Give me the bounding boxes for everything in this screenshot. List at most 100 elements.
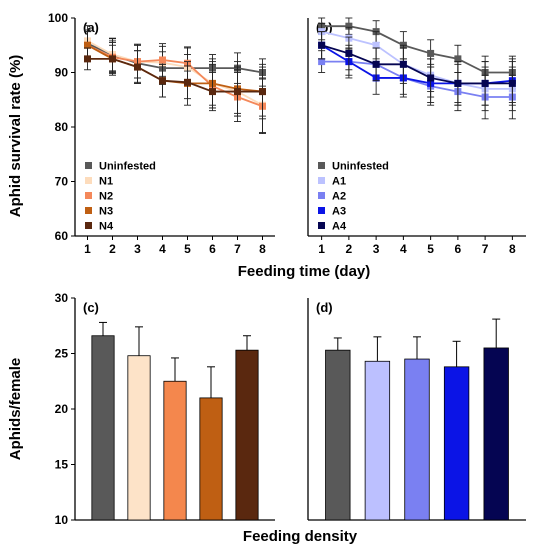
panel-d-bar-a4 bbox=[483, 347, 509, 521]
panel-c-bar-n4 bbox=[235, 349, 259, 521]
panel-b-data-point bbox=[481, 79, 489, 87]
panel-b-data-point bbox=[345, 49, 353, 57]
panel-c-panel-label: (c) bbox=[83, 300, 99, 315]
panel-a-panel-label: (a) bbox=[83, 20, 99, 35]
panel-a-legend-label: N2 bbox=[99, 191, 113, 203]
bottom-y-axis-label: Aphids/female bbox=[7, 358, 24, 461]
panel-a-x-tick-label: 5 bbox=[184, 242, 191, 256]
panel-c-bar-uninfested bbox=[91, 335, 115, 521]
panel-b-x-tick-label: 1 bbox=[318, 242, 325, 256]
panel-a-legend-label: N4 bbox=[99, 221, 114, 233]
panel-d-bar-a3 bbox=[443, 366, 470, 521]
panel-b-legend-label: Uninfested bbox=[332, 161, 389, 173]
panel-a-data-point bbox=[84, 41, 91, 49]
panel-b-data-point bbox=[427, 74, 435, 82]
panel-a-legend-label: N1 bbox=[99, 176, 113, 188]
panel-a-x-tick-label: 3 bbox=[134, 242, 141, 256]
panel-c-bar-n1 bbox=[127, 355, 151, 521]
panel-a-data-point bbox=[209, 88, 216, 96]
panel-d-bar-a1 bbox=[364, 360, 391, 521]
panel-b-x-tick-label: 4 bbox=[400, 242, 407, 256]
panel-b-x-tick-label: 3 bbox=[373, 242, 380, 256]
panel-a-legend-marker bbox=[85, 222, 92, 229]
top-x-axis-label: Feeding time (day) bbox=[238, 263, 371, 280]
panel-b-data-point bbox=[345, 22, 353, 30]
panel-d-panel-label: (d) bbox=[316, 300, 333, 315]
panel-b-series-line bbox=[321, 60, 513, 98]
panel-a-data-point bbox=[134, 63, 141, 71]
panel-b-legend-label: A4 bbox=[332, 221, 347, 233]
panel-b-legend-marker bbox=[318, 192, 325, 199]
panel-a-legend-marker bbox=[85, 192, 92, 199]
panel-b-series-line bbox=[321, 25, 513, 74]
panel-a-data-point bbox=[109, 55, 116, 63]
panel-a-line-chart: 60 70 80 90 100 (a) 1 2 3 4 5 6 7 8 Uninfested N1 N2 N3 N4 bbox=[48, 11, 275, 256]
panel-a-data-point bbox=[84, 55, 91, 63]
panel-a-legend-label: N3 bbox=[99, 206, 113, 218]
panel-a-y-tick-label: 100 bbox=[48, 11, 68, 25]
panel-a-series-n3 bbox=[84, 31, 266, 120]
panel-a-legend-marker bbox=[85, 177, 92, 184]
panel-c-y-tick-label: 30 bbox=[55, 291, 69, 305]
panel-b-data-point bbox=[399, 60, 407, 68]
panel-b-data-point bbox=[372, 60, 380, 68]
panel-d-bar-a2 bbox=[404, 358, 430, 521]
panel-b-x-tick-label: 8 bbox=[509, 242, 516, 256]
panel-a-legend-marker bbox=[85, 162, 92, 169]
panel-a-series-line bbox=[87, 57, 263, 93]
panel-c-bar-n3 bbox=[199, 397, 223, 521]
panel-a-legend-marker bbox=[85, 207, 92, 214]
panel-b-data-point bbox=[454, 79, 462, 87]
panel-a-data-point bbox=[159, 56, 166, 64]
panel-a-y-tick-label: 90 bbox=[55, 66, 69, 80]
panel-b-series-line bbox=[321, 44, 513, 85]
panel-b-data-point bbox=[454, 55, 462, 63]
panel-a-series-n4 bbox=[84, 44, 266, 117]
panel-a-legend-label: Uninfested bbox=[99, 161, 156, 173]
panel-a-data-point bbox=[184, 78, 191, 86]
panel-b-x-tick-label: 7 bbox=[482, 242, 489, 256]
panel-b-legend-label: A2 bbox=[332, 191, 346, 203]
panel-c-y-tick-label: 10 bbox=[55, 513, 69, 527]
panel-a-x-tick-label: 4 bbox=[159, 242, 166, 256]
panel-b-x-tick-label: 5 bbox=[427, 242, 434, 256]
panel-b-x-tick-label: 6 bbox=[455, 242, 462, 256]
panel-b-data-point bbox=[318, 41, 326, 49]
panel-b-data-point bbox=[318, 58, 326, 66]
panel-b-data-point bbox=[372, 41, 380, 49]
panel-c-bar-n2 bbox=[163, 380, 187, 521]
panel-a-data-point bbox=[259, 88, 266, 96]
panel-b-legend-marker bbox=[318, 207, 325, 214]
panel-c-bar-chart: 10 15 20 25 30 (c) bbox=[55, 291, 275, 527]
top-y-axis-label: Aphid survival rate (%) bbox=[7, 55, 24, 218]
panel-b-legend-label: A3 bbox=[332, 206, 346, 218]
panel-b-data-point bbox=[427, 49, 435, 57]
panel-a-x-tick-label: 2 bbox=[109, 242, 116, 256]
panel-b-legend-label: A1 bbox=[332, 176, 346, 188]
panel-d-bar-chart: (d) bbox=[307, 298, 526, 521]
panel-b-legend-marker bbox=[318, 222, 325, 229]
panel-a-x-tick-label: 8 bbox=[259, 242, 266, 256]
panel-a-data-point bbox=[159, 77, 166, 85]
panel-a-series-line bbox=[87, 44, 263, 108]
panel-c-y-tick-label: 25 bbox=[55, 347, 69, 361]
panel-b-legend-marker bbox=[318, 177, 325, 184]
panel-b-series-a4 bbox=[318, 31, 516, 106]
panel-a-series-line bbox=[87, 40, 263, 106]
panel-a-x-tick-label: 7 bbox=[234, 242, 241, 256]
panel-a-y-tick-label: 80 bbox=[55, 120, 69, 134]
panel-c-y-tick-label: 20 bbox=[55, 402, 69, 416]
panel-a-x-tick-label: 6 bbox=[209, 242, 216, 256]
panel-a-y-tick-label: 70 bbox=[55, 175, 69, 189]
panel-a-y-tick-label: 60 bbox=[55, 229, 69, 243]
panel-b-legend-marker bbox=[318, 162, 325, 169]
panel-b-series-line bbox=[321, 30, 513, 90]
bottom-x-axis-label: Feeding density bbox=[243, 528, 358, 545]
panel-a-data-point bbox=[234, 88, 241, 96]
panel-c-y-tick-label: 15 bbox=[55, 458, 69, 472]
panel-a-x-tick-label: 1 bbox=[84, 242, 91, 256]
panel-d-bar-uninfested bbox=[325, 349, 351, 521]
panel-b-data-point bbox=[508, 79, 516, 87]
